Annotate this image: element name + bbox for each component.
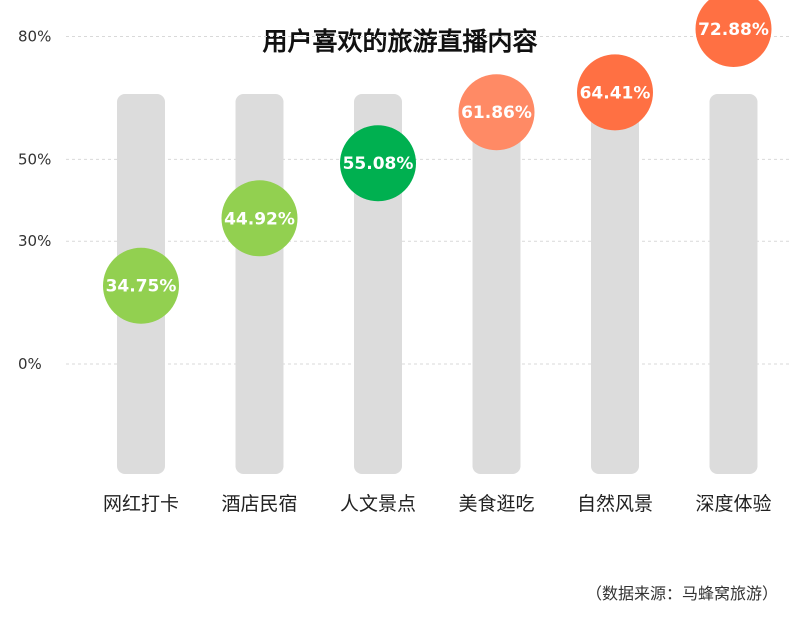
source-note: （数据来源：马蜂窝旅游） (585, 584, 778, 603)
y-tick-label: 80% (18, 28, 51, 46)
data-label: 72.88% (698, 20, 769, 40)
chart-title: 用户喜欢的旅游直播内容 (262, 27, 538, 56)
column-track (235, 94, 284, 474)
column-track (472, 94, 521, 474)
data-bubble (695, 0, 772, 67)
y-tick-label: 0% (18, 355, 42, 373)
category-label: 自然风景 (577, 493, 653, 515)
category-label: 网红打卡 (103, 493, 179, 515)
data-label: 61.86% (461, 103, 532, 123)
category-label: 酒店民宿 (221, 493, 297, 515)
data-bubble (221, 180, 298, 257)
y-tick-label: 50% (18, 150, 51, 168)
data-bubble (103, 247, 179, 324)
data-label: 34.75% (106, 277, 177, 297)
data-label: 44.92% (224, 209, 295, 229)
column-track (709, 94, 758, 474)
data-label: 55.08% (343, 154, 414, 174)
category-label: 人文景点 (340, 493, 416, 515)
data-bubble (458, 74, 535, 151)
data-bubble (577, 54, 653, 131)
y-tick-label: 30% (18, 232, 51, 250)
data-label: 64.41% (580, 83, 651, 103)
category-label: 深度体验 (695, 493, 771, 515)
column-track (591, 94, 639, 474)
data-bubble (340, 125, 416, 202)
category-label: 美食逛吃 (458, 493, 534, 515)
